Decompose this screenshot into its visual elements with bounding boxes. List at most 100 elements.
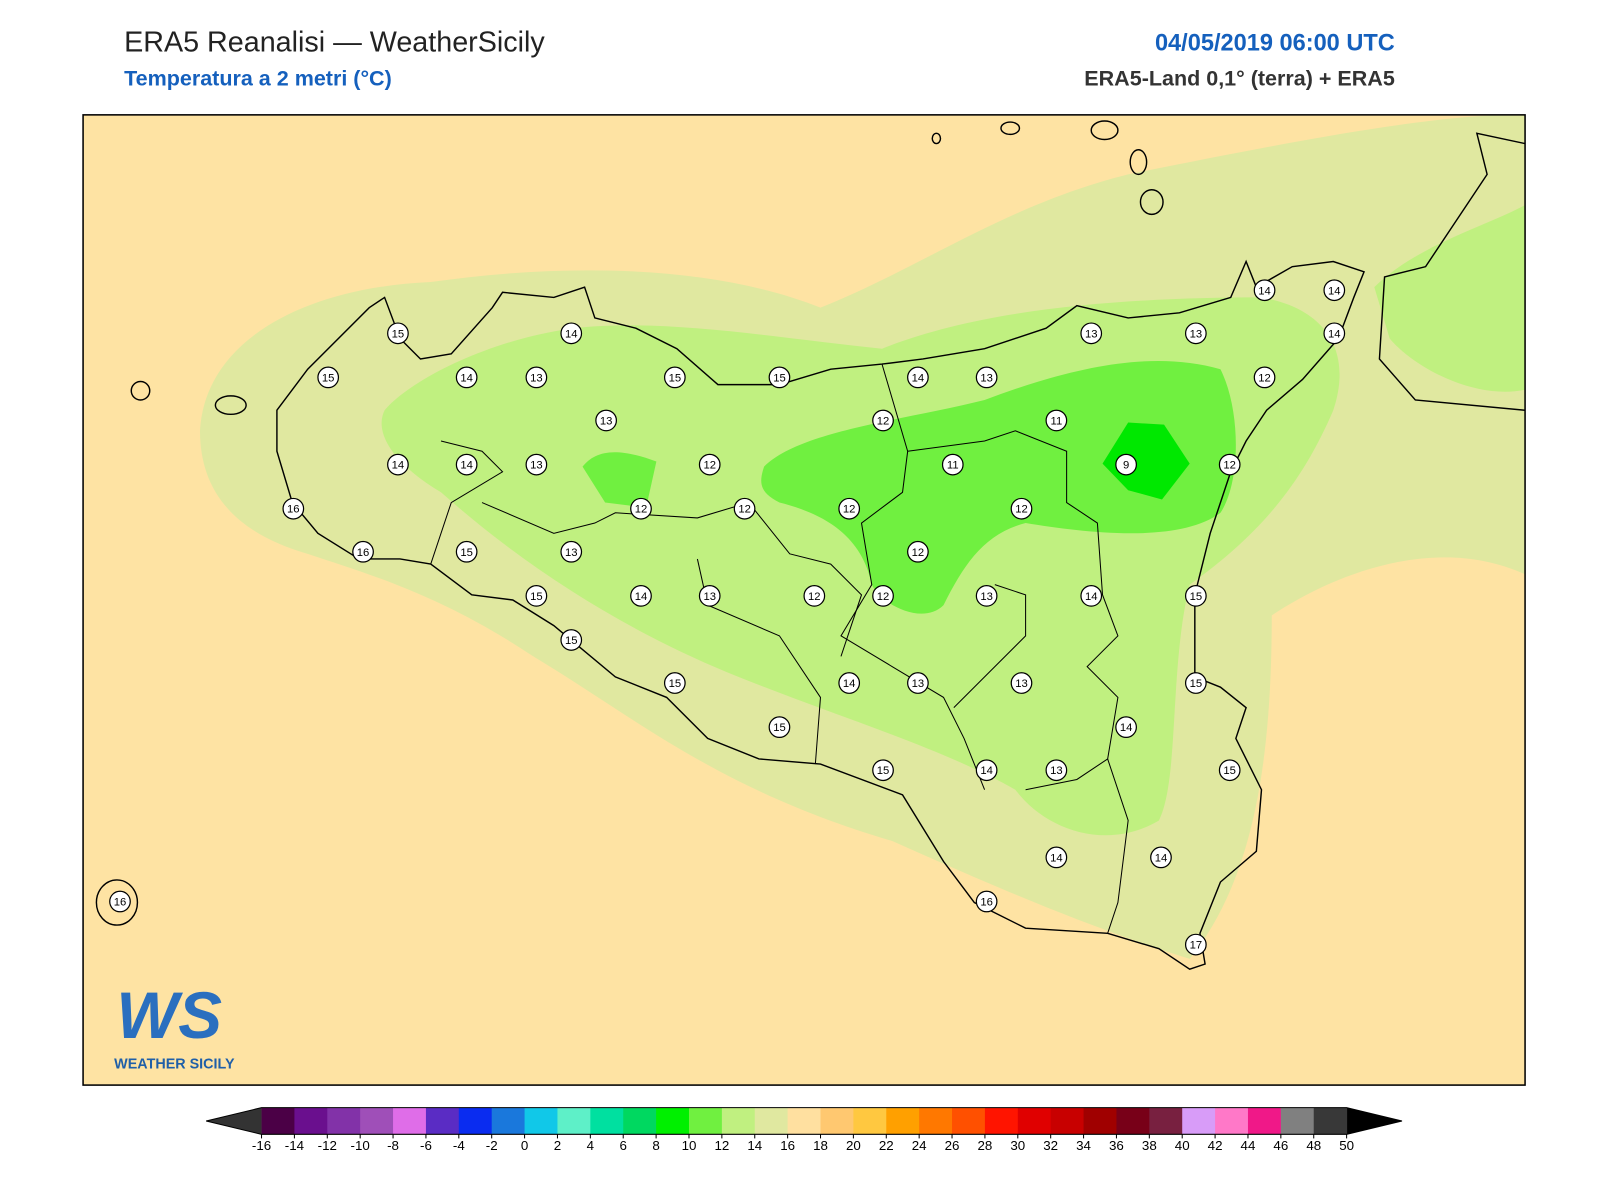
island: [1129, 149, 1148, 176]
station-marker: [733, 497, 756, 520]
island: [1090, 120, 1119, 141]
field-12-14: [1374, 205, 1526, 392]
station-value: 15: [1190, 591, 1203, 603]
colorbar-label: 14: [747, 1138, 762, 1153]
colorbar-cell: [853, 1107, 887, 1135]
colorbar-cell: [327, 1107, 361, 1135]
station-value: 14: [565, 328, 578, 340]
station-value: 12: [877, 416, 890, 428]
station-value: 15: [669, 372, 682, 384]
station-marker: [1150, 846, 1172, 869]
station-marker: [663, 672, 686, 694]
station-marker: [975, 759, 998, 782]
station-value: 13: [530, 460, 543, 472]
station-marker: [975, 890, 998, 913]
station-marker: [698, 453, 721, 476]
station-marker: [525, 585, 548, 607]
station-marker: [455, 366, 478, 389]
colorbar-over: [1346, 1107, 1402, 1135]
station-value: 15: [773, 722, 786, 734]
station-value: 13: [530, 372, 543, 384]
station-marker: [560, 629, 583, 651]
station-marker: [803, 585, 826, 607]
colorbar-label: -14: [285, 1138, 305, 1153]
station-value: 14: [1085, 591, 1098, 603]
logo-mark: WS: [116, 979, 222, 1052]
colorbar-label: 4: [587, 1138, 595, 1153]
station-value: 13: [600, 416, 613, 428]
station-value: 13: [1190, 328, 1203, 340]
station-value: 12: [1258, 372, 1271, 384]
colorbar-cell: [787, 1107, 822, 1135]
island: [1000, 121, 1021, 136]
station-value: 15: [773, 372, 786, 384]
station-marker: [872, 585, 894, 607]
station-marker: [1080, 322, 1103, 345]
station-value: 14: [1155, 852, 1168, 864]
station-marker: [455, 540, 478, 563]
station-marker: [975, 585, 998, 607]
station-marker: [1323, 322, 1346, 345]
station-marker: [1218, 759, 1241, 782]
colorbar-label: -4: [453, 1138, 465, 1153]
colorbar-label: 28: [978, 1138, 993, 1153]
subtitle: Temperatura a 2 metri (°C): [124, 67, 392, 91]
colorbar-cell: [294, 1107, 328, 1135]
station-marker: [698, 585, 721, 607]
station-value: 15: [460, 547, 473, 559]
colorbar-label: 42: [1208, 1138, 1223, 1153]
station-value: 17: [1190, 940, 1203, 952]
station-marker: [768, 716, 791, 739]
station-value: 13: [565, 547, 578, 559]
station-marker: [1184, 585, 1207, 607]
station-marker: [872, 759, 894, 782]
station-marker: [941, 453, 964, 476]
island: [931, 132, 942, 145]
station-value: 14: [392, 460, 405, 472]
station-marker: [352, 540, 374, 563]
colorbar-cell: [360, 1107, 394, 1135]
station-value: 13: [912, 678, 925, 690]
colorbar-cell: [1083, 1107, 1117, 1135]
colorbar-label: 10: [682, 1138, 697, 1153]
station-marker: [1184, 933, 1207, 956]
station-value: 12: [635, 504, 648, 516]
colorbar-label: 20: [846, 1138, 861, 1153]
colorbar-cell: [1149, 1107, 1183, 1135]
station-value: 14: [912, 372, 925, 384]
station-marker: [907, 540, 929, 563]
map-layer: ERA5 Reanalisi — WeatherSicily Temperatu…: [82, 27, 1526, 1153]
station-marker: [1045, 409, 1068, 432]
colorbar-label: 24: [912, 1138, 927, 1153]
station-value: 14: [460, 460, 473, 472]
colorbar-label: 18: [813, 1138, 828, 1153]
map-frame: [82, 114, 1526, 1086]
station-marker: [525, 366, 548, 389]
station-marker: [630, 585, 652, 607]
station-marker: [838, 672, 861, 694]
colorbar-label: 12: [714, 1138, 729, 1153]
colorbar-label: 48: [1306, 1138, 1321, 1153]
station-value: 15: [1190, 678, 1203, 690]
colorbar-cell: [458, 1107, 493, 1135]
province-border: [481, 501, 863, 657]
colorbar-cell: [886, 1107, 920, 1135]
station-marker: [1323, 279, 1346, 302]
station-value: 12: [1015, 504, 1028, 516]
station-marker: [975, 366, 998, 389]
colorbar-cell: [820, 1107, 854, 1135]
colorbar-cell: [261, 1107, 295, 1135]
station-value: 12: [1223, 460, 1236, 472]
colorbar-label: 30: [1010, 1138, 1025, 1153]
colorbar-cell: [721, 1107, 756, 1135]
colorbar-label: 26: [945, 1138, 960, 1153]
station-marker: [1080, 585, 1103, 607]
datetime: 04/05/2019 06:00 UTC: [1155, 29, 1395, 55]
station-value: 16: [287, 504, 300, 516]
colorbar-label: 46: [1273, 1138, 1288, 1153]
colorbar-cell: [919, 1107, 953, 1135]
station-value: 13: [980, 372, 993, 384]
colorbar-cell: [1313, 1107, 1348, 1135]
